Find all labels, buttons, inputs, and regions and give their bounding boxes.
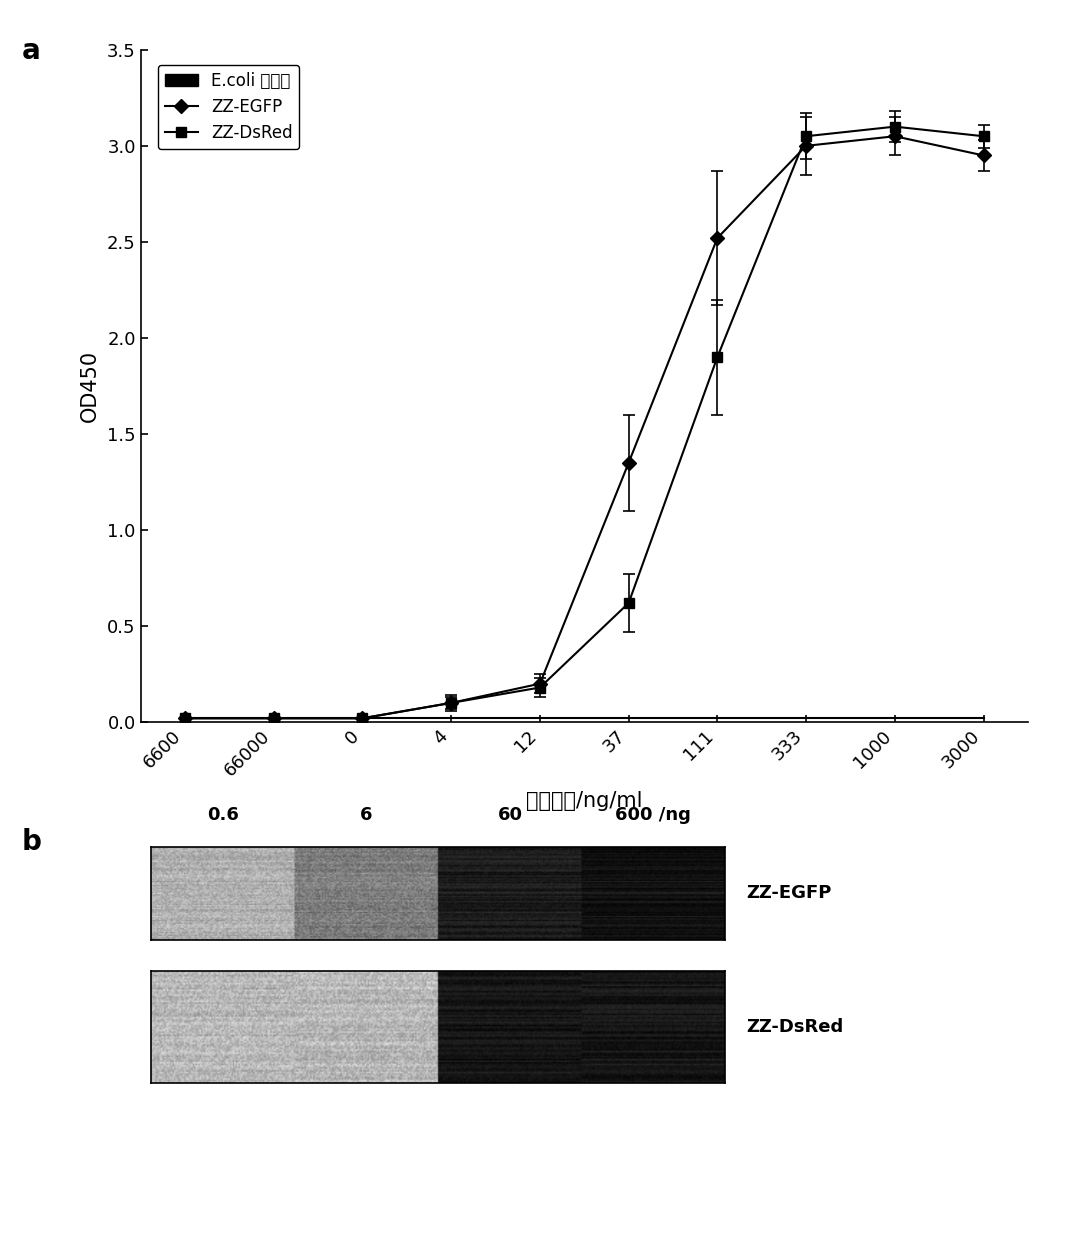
Text: 0.6: 0.6 — [208, 807, 239, 824]
Legend: E.coli 总蛋白, ZZ-EGFP, ZZ-DsRed: E.coli 总蛋白, ZZ-EGFP, ZZ-DsRed — [158, 65, 300, 149]
Y-axis label: OD450: OD450 — [80, 350, 101, 422]
Text: 6: 6 — [360, 807, 373, 824]
Text: a: a — [22, 37, 40, 65]
Text: 蛋白浓度/ng/ml: 蛋白浓度/ng/ml — [526, 791, 643, 810]
Text: 600 /ng: 600 /ng — [616, 807, 691, 824]
Text: 60: 60 — [498, 807, 523, 824]
Text: b: b — [22, 828, 41, 855]
Text: ZZ-EGFP: ZZ-EGFP — [747, 884, 832, 903]
Text: ZZ-DsRed: ZZ-DsRed — [747, 1018, 844, 1036]
